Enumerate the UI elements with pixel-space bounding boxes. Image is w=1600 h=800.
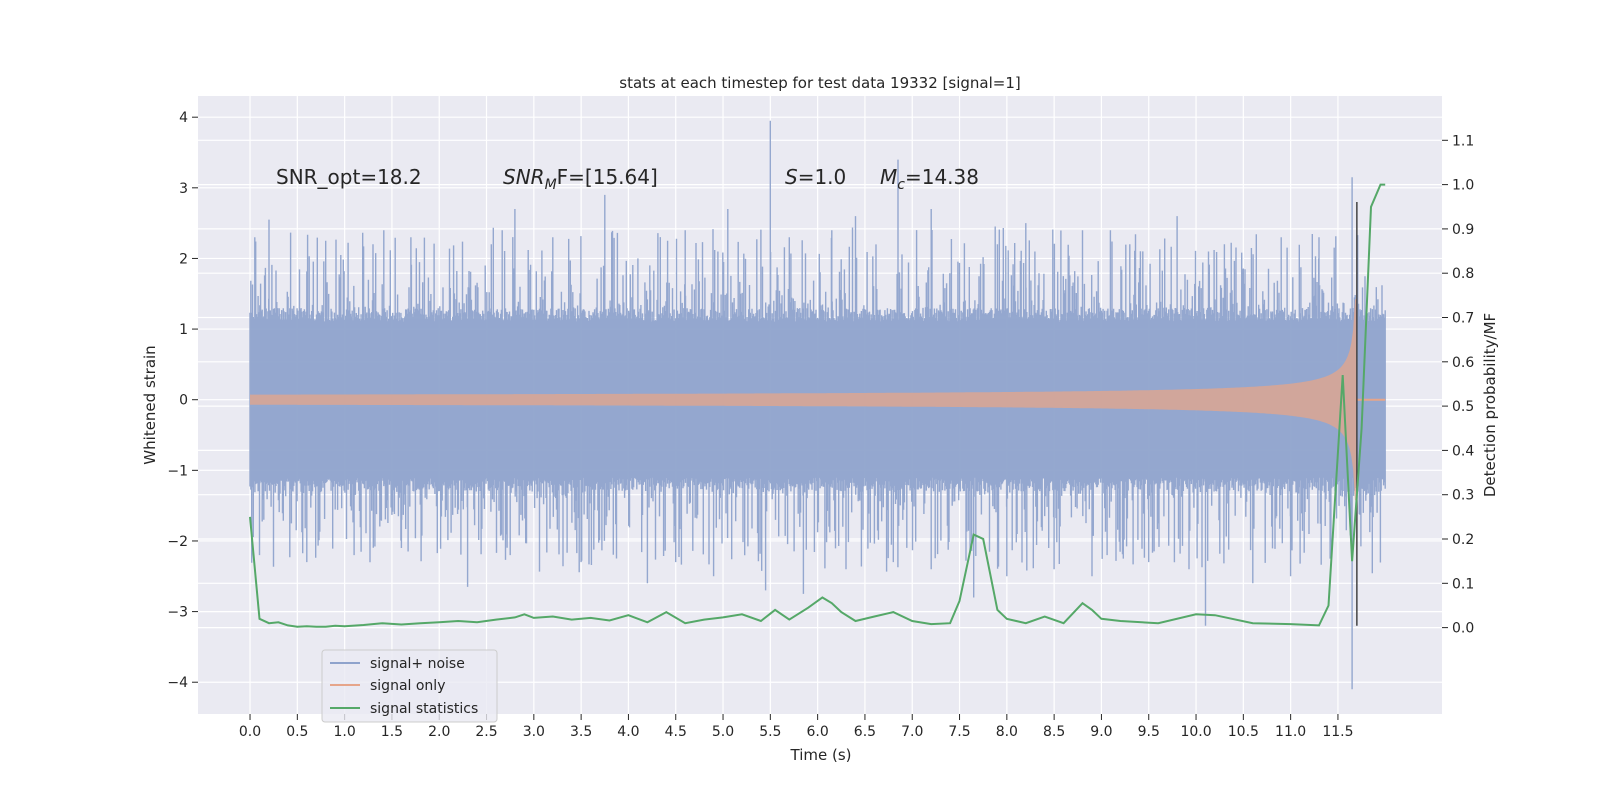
right-tick-label: 0.8	[1452, 266, 1474, 282]
chart-title: stats at each timestep for test data 193…	[619, 74, 1020, 92]
series-signal-statistics	[249, 183, 1386, 628]
legend-label-stats: signal statistics	[370, 701, 478, 717]
legend-box	[321, 649, 498, 723]
left-tick-label: 0	[179, 393, 188, 409]
right-tick-label: 1.0	[1452, 178, 1474, 194]
left-tick-label: 4	[179, 110, 188, 126]
x-tick-label: 6.0	[807, 724, 829, 740]
left-tick-label: 1	[179, 322, 188, 338]
signal-statistics-line	[249, 183, 1386, 628]
signal-only-envelope	[250, 299, 1357, 501]
x-tick-label: 10.0	[1180, 724, 1211, 740]
x-tick-label: 9.5	[1138, 724, 1160, 740]
x-tick-label: 8.5	[1043, 724, 1065, 740]
right-axis-ticks: 1.1 1.0 0.9 0.8 0.7 0.6 0.5 0.4 0.3 0.2 0.1 0.0	[1442, 133, 1474, 637]
annotation-mc: Mc=14.38	[880, 165, 979, 193]
legend-label-signal: signal only	[370, 678, 445, 694]
x-tick-label: 11.0	[1275, 724, 1306, 740]
x-tick-label: 1.0	[333, 724, 355, 740]
left-axis-ticks: 4 3 2 1 0 −1 −2 −3 −4	[167, 110, 198, 691]
left-tick-label: −1	[167, 463, 188, 479]
legend-label-noise: signal+ noise	[370, 656, 465, 672]
x-tick-label: 5.0	[712, 724, 734, 740]
x-tick-label: 4.0	[617, 724, 639, 740]
x-tick-label: 2.5	[475, 724, 497, 740]
x-tick-label: 5.5	[759, 724, 781, 740]
right-tick-label: 0.6	[1452, 355, 1474, 371]
right-tick-label: 0.1	[1452, 576, 1474, 592]
left-tick-label: 3	[179, 181, 188, 197]
right-tick-label: 0.0	[1452, 621, 1474, 637]
x-tick-label: 3.5	[570, 724, 592, 740]
x-tick-label: 6.5	[854, 724, 876, 740]
x-tick-label: 9.0	[1090, 724, 1112, 740]
annotation-s: S=1.0	[785, 165, 846, 189]
left-tick-label: −4	[167, 675, 188, 691]
right-tick-label: 0.4	[1452, 443, 1474, 459]
x-tick-label: 0.5	[286, 724, 308, 740]
right-tick-label: 0.5	[1452, 399, 1474, 415]
x-tick-label: 1.5	[381, 724, 403, 740]
left-tick-label: −3	[167, 605, 188, 621]
x-axis-label: Time (s)	[790, 746, 852, 764]
annotation-snr-opt: SNR_opt=18.2	[276, 165, 422, 189]
annotation-snr-mf: SNRMF=[15.64]	[503, 165, 658, 193]
right-tick-label: 1.1	[1452, 133, 1474, 149]
right-axis-label: Detection probability/MF	[1481, 313, 1499, 497]
legend: signal+ noise signal only signal statist…	[321, 649, 498, 723]
left-axis-label: Whitened strain	[141, 345, 159, 464]
left-tick-label: −2	[167, 534, 188, 550]
x-tick-label: 11.5	[1322, 724, 1353, 740]
x-tick-label: 10.5	[1228, 724, 1259, 740]
x-tick-label: 7.5	[948, 724, 970, 740]
x-tick-label: 3.0	[523, 724, 545, 740]
left-tick-label: 2	[179, 251, 188, 267]
x-tick-label: 4.5	[665, 724, 687, 740]
x-axis-ticks: 0.0 0.5 1.0 1.5 2.0 2.5 3.0 3.5 4.0 4.5 5.0 5.5 6.0 6…	[239, 714, 1354, 740]
x-tick-label: 2.0	[428, 724, 450, 740]
right-tick-label: 0.3	[1452, 488, 1474, 504]
x-tick-label: 7.0	[901, 724, 923, 740]
right-tick-label: 0.2	[1452, 532, 1474, 548]
x-tick-label: 8.0	[996, 724, 1018, 740]
series-signal-only	[250, 299, 1386, 501]
right-tick-label: 0.9	[1452, 222, 1474, 238]
right-tick-label: 0.7	[1452, 311, 1474, 327]
x-tick-label: 0.0	[239, 724, 261, 740]
